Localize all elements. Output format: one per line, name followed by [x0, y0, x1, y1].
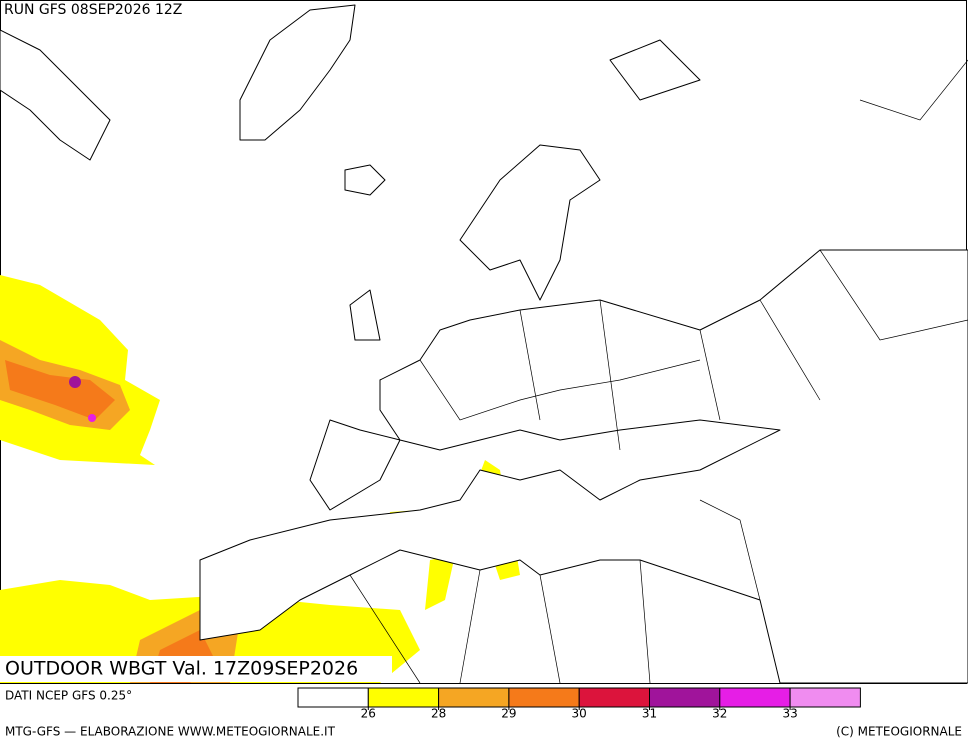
- colorbar-label: 30: [572, 707, 587, 721]
- colorbar-box: [297, 687, 369, 708]
- colorbar-label: 33: [782, 707, 797, 721]
- colorbar-box: [508, 687, 580, 708]
- run-label: RUN GFS 08SEP2026 12Z: [4, 2, 182, 18]
- colorbar-label: 29: [501, 707, 516, 721]
- colorbar-label: 28: [431, 707, 446, 721]
- map-title: OUTDOOR WBGT Val. 17Z09SEP2026: [5, 658, 358, 680]
- colorbar-box: [438, 687, 510, 708]
- colorbar-label: 26: [361, 707, 376, 721]
- title-background: [0, 656, 392, 682]
- colorbar: 26 28 29 30 31 32 33: [297, 687, 861, 721]
- footer-right: (C) METEOGIORNALE: [836, 725, 962, 739]
- colorbar-box: [649, 687, 721, 708]
- colorbar-label: 31: [642, 707, 657, 721]
- colorbar-box: [578, 687, 651, 708]
- source-label: DATI NCEP GFS 0.25°: [5, 689, 132, 703]
- colorbar-label: 32: [712, 707, 727, 721]
- colorbar-box: [367, 687, 440, 708]
- footer-left: MTG-GFS — ELABORAZIONE WWW.METEOGIORNALE…: [5, 725, 336, 739]
- colorbar-box: [789, 687, 861, 708]
- colorbar-box: [719, 687, 791, 708]
